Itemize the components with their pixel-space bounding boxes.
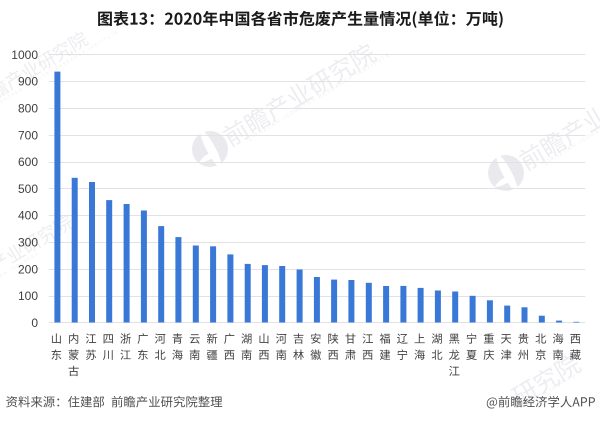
svg-text:700: 700 [18, 128, 38, 142]
svg-text:900: 900 [18, 75, 38, 89]
svg-text:400: 400 [18, 209, 38, 223]
svg-text:100: 100 [18, 289, 38, 303]
svg-text:1000: 1000 [11, 48, 38, 62]
svg-text:500: 500 [18, 182, 38, 196]
svg-text:0: 0 [31, 316, 38, 330]
svg-text:300: 300 [18, 236, 38, 250]
svg-text:600: 600 [18, 155, 38, 169]
svg-text:800: 800 [18, 102, 38, 116]
svg-text:200: 200 [18, 262, 38, 276]
